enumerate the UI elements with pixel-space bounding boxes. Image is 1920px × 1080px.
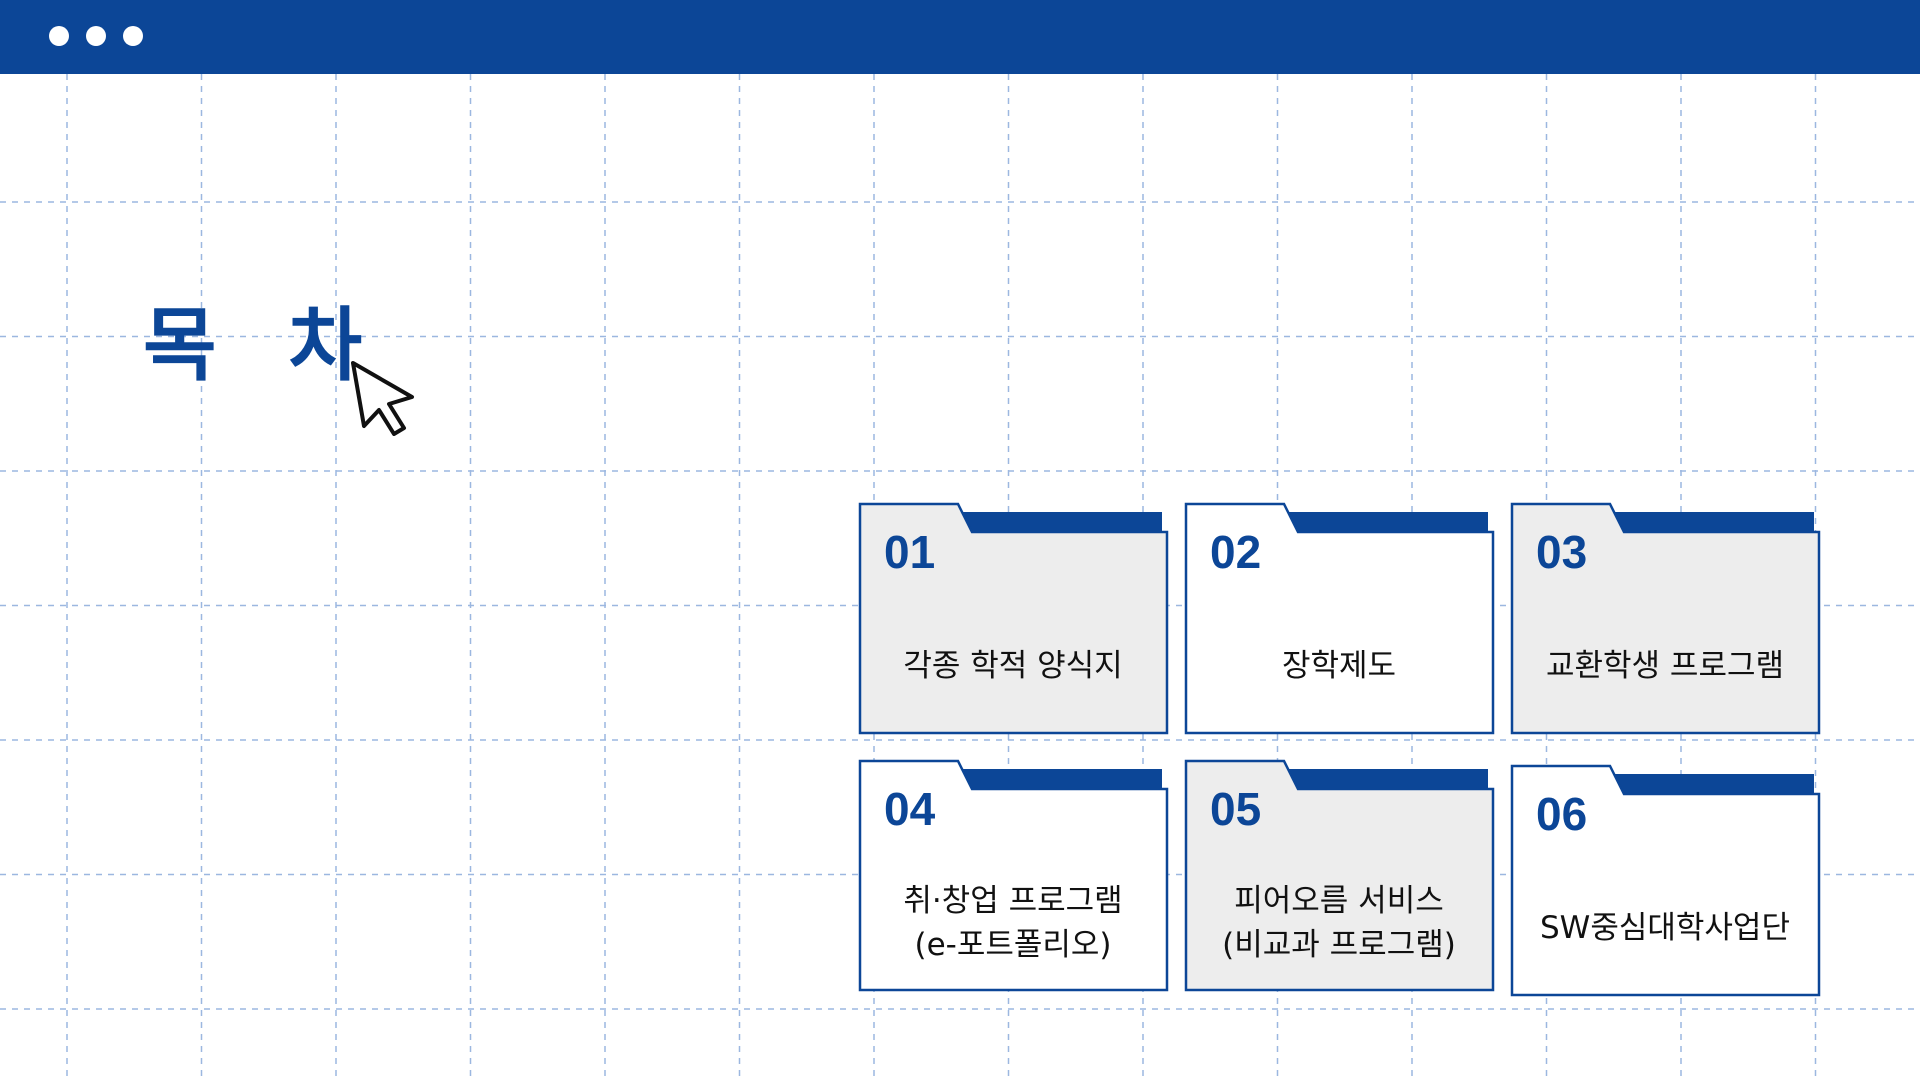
folder-label-line: 피어오름 서비스 bbox=[1234, 883, 1444, 919]
folder-shape bbox=[858, 502, 1169, 735]
folder-label: 취·창업 프로그램 (e-포트폴리오) bbox=[866, 855, 1160, 991]
folder-shape bbox=[1184, 759, 1495, 992]
folder-label-line: 취·창업 프로그램 bbox=[903, 883, 1123, 919]
folder-tab bbox=[959, 512, 1162, 534]
folder-tab bbox=[1611, 512, 1814, 534]
menu-folder-05[interactable]: 05 피어오름 서비스 (비교과 프로그램) bbox=[1184, 759, 1495, 997]
folder-body bbox=[1510, 502, 1821, 735]
folder-body bbox=[1184, 502, 1495, 735]
window-dot-icon[interactable] bbox=[49, 26, 69, 46]
folder-number: 01 bbox=[884, 526, 936, 578]
menu-folder-04[interactable]: 04 취·창업 프로그램 (e-포트폴리오) bbox=[858, 759, 1169, 997]
folder-shape bbox=[1510, 502, 1821, 735]
page-title: 목 차 bbox=[143, 299, 385, 392]
folder-label: 장학제도 bbox=[1192, 598, 1486, 734]
window-dot-icon[interactable] bbox=[86, 26, 106, 46]
menu-folder-01[interactable]: 01 각종 학적 양식지 bbox=[858, 502, 1169, 740]
folder-label-line: (e-포트폴리오) bbox=[914, 927, 1112, 963]
folder-shape bbox=[858, 759, 1169, 992]
folder-body bbox=[1184, 759, 1495, 992]
folder-label-line: 각종 학적 양식지 bbox=[903, 648, 1123, 684]
folder-tab bbox=[1285, 512, 1488, 534]
window-top-bar bbox=[0, 0, 1920, 74]
menu-folder-02[interactable]: 02 장학제도 bbox=[1184, 502, 1495, 740]
folder-shape bbox=[1184, 502, 1495, 735]
folder-body bbox=[1510, 764, 1821, 997]
folder-number: 05 bbox=[1210, 783, 1262, 835]
folder-number: 04 bbox=[884, 783, 936, 835]
folder-number: 02 bbox=[1210, 526, 1262, 578]
folder-label-line: 교환학생 프로그램 bbox=[1545, 648, 1784, 684]
folder-number: 03 bbox=[1536, 526, 1588, 578]
folder-body bbox=[858, 759, 1169, 992]
folder-label: 피어오름 서비스 (비교과 프로그램) bbox=[1192, 855, 1486, 991]
folder-tab bbox=[1611, 774, 1814, 796]
folder-label-line: SW중심대학사업단 bbox=[1540, 910, 1790, 946]
folder-tab bbox=[959, 769, 1162, 791]
folder-label: 각종 학적 양식지 bbox=[866, 598, 1160, 734]
folder-tab bbox=[1285, 769, 1488, 791]
folder-label-line: 장학제도 bbox=[1281, 648, 1397, 684]
menu-folder-03[interactable]: 03 교환학생 프로그램 bbox=[1510, 502, 1821, 740]
window-dot-icon[interactable] bbox=[123, 26, 143, 46]
folder-label-line: (비교과 프로그램) bbox=[1222, 927, 1456, 963]
folder-number: 06 bbox=[1536, 788, 1588, 840]
folder-body bbox=[858, 502, 1169, 735]
mouse-pointer-icon bbox=[351, 361, 414, 436]
folder-label: SW중심대학사업단 bbox=[1518, 860, 1812, 996]
folder-label: 교환학생 프로그램 bbox=[1518, 598, 1812, 734]
menu-folder-06[interactable]: 06 SW중심대학사업단 bbox=[1510, 764, 1821, 1002]
folder-shape bbox=[1510, 764, 1821, 997]
